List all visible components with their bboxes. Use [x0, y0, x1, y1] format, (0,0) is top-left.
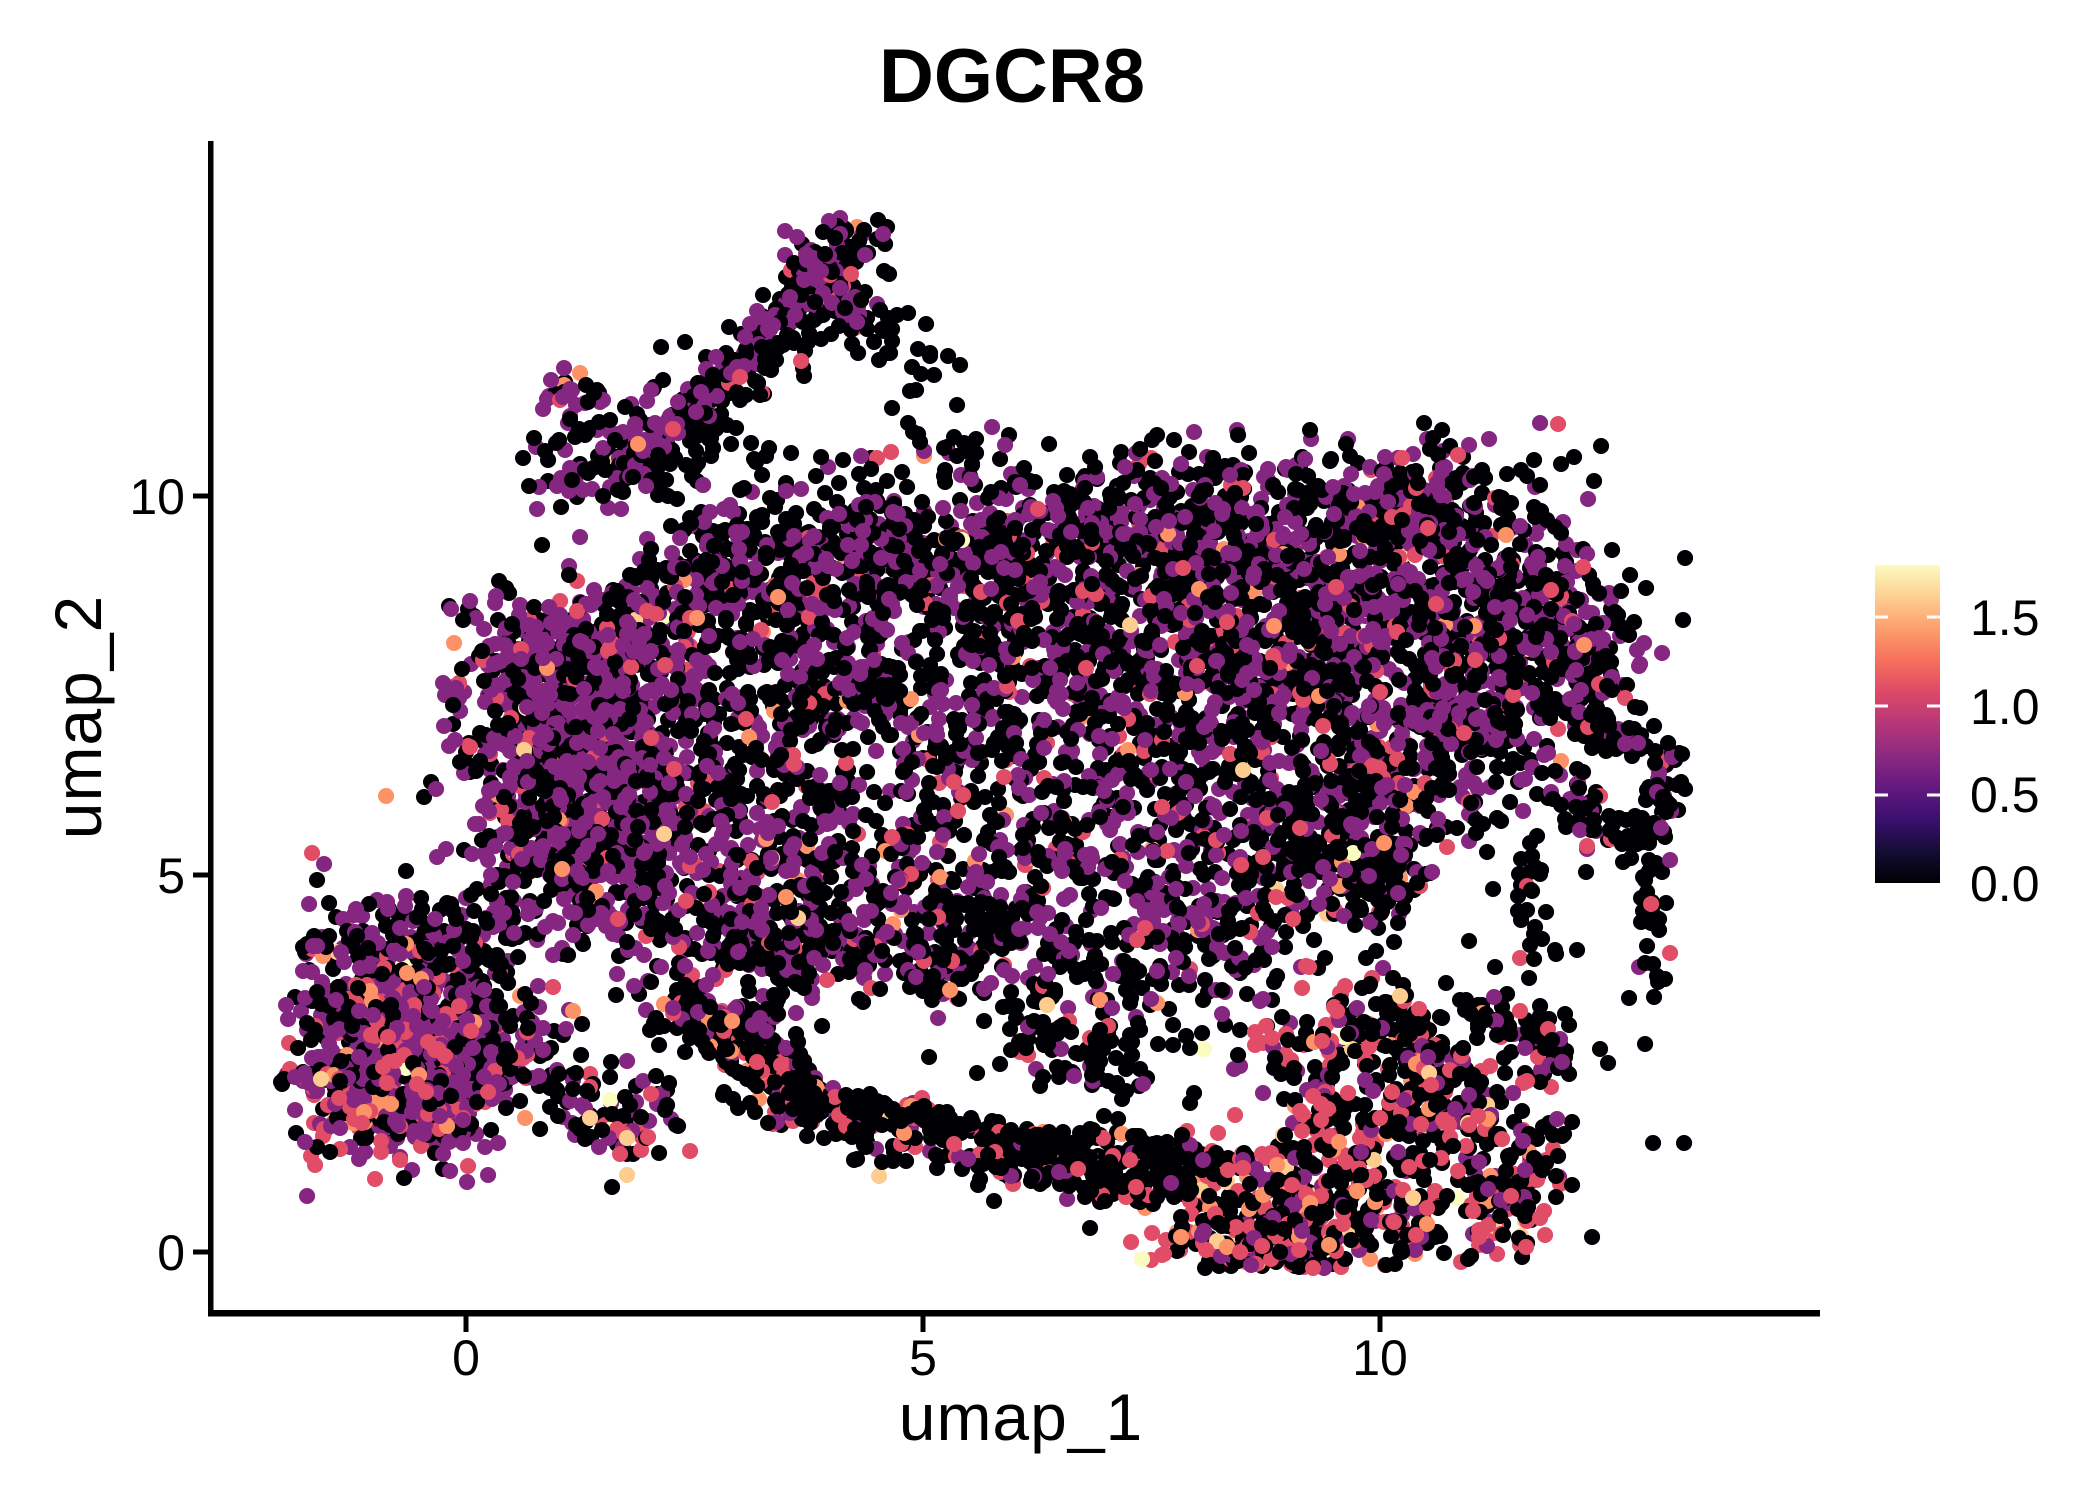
svg-text:10: 10 — [1352, 1330, 1408, 1386]
svg-text:umap_1: umap_1 — [899, 1380, 1144, 1454]
svg-text:0: 0 — [452, 1330, 480, 1386]
svg-text:umap_2: umap_2 — [41, 595, 115, 840]
svg-text:0.0: 0.0 — [1970, 856, 2040, 912]
svg-text:5: 5 — [157, 848, 185, 904]
svg-text:1.5: 1.5 — [1970, 590, 2040, 646]
svg-text:DGCR8: DGCR8 — [879, 34, 1145, 119]
svg-text:5: 5 — [909, 1330, 937, 1386]
svg-text:0: 0 — [157, 1225, 185, 1281]
svg-text:0.5: 0.5 — [1970, 767, 2040, 823]
svg-text:10: 10 — [129, 469, 185, 525]
svg-text:1.0: 1.0 — [1970, 679, 2040, 735]
